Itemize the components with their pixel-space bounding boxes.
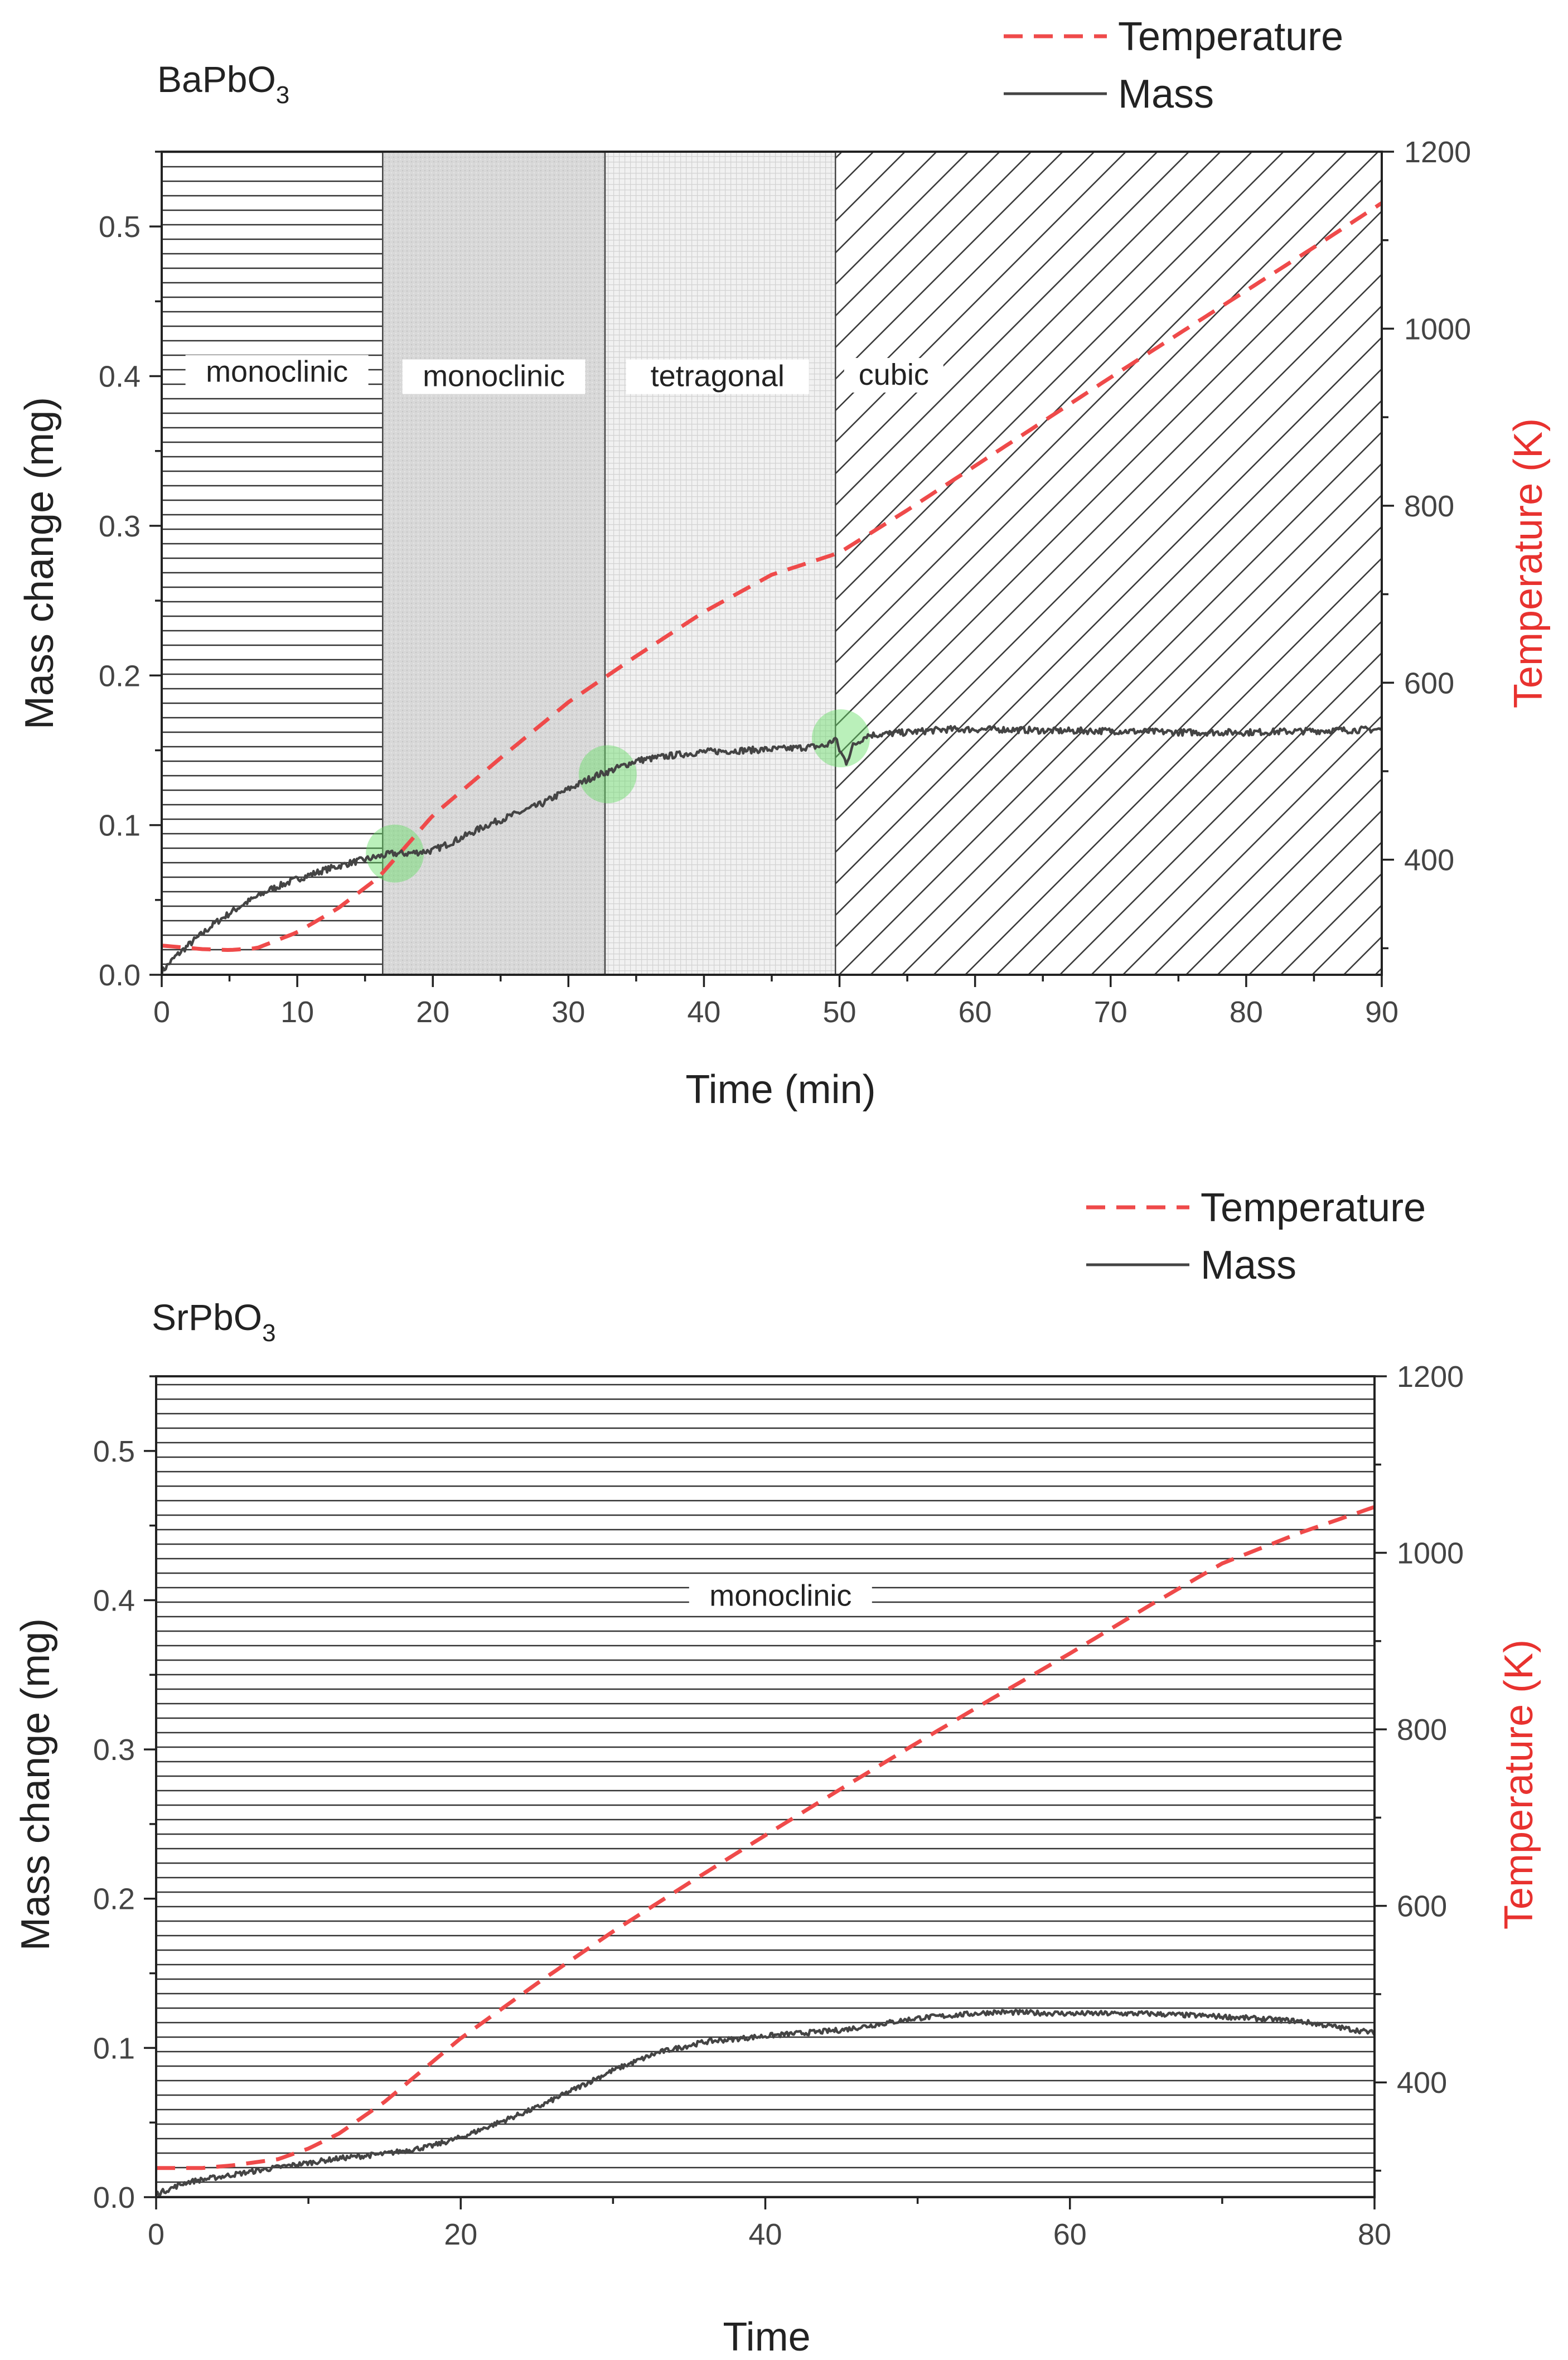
- x-tick-label: 60: [1053, 2218, 1087, 2251]
- y-tick-label: 0.1: [99, 809, 141, 843]
- y2-axis-title: Temperature (K): [1497, 1640, 1541, 1929]
- x-tick-label: 50: [823, 995, 856, 1029]
- y-tick-label: 0.0: [93, 2181, 135, 2214]
- phase-labels: monoclinic: [689, 1579, 872, 1614]
- phase-regions: [162, 152, 1382, 975]
- y-tick-label: 0.5: [99, 210, 141, 244]
- y-tick-label: 0.5: [93, 1435, 135, 1468]
- phase-label-monoclinic: monoclinic: [423, 360, 565, 393]
- x-axis-title: Time (min): [685, 1067, 875, 1112]
- y2-tick-label: 1200: [1404, 136, 1471, 169]
- srpbo3-panel: monoclinic 0 20 40 60 80 0.0 0.1 0.2 0.3 0.4 0.5 40…: [13, 1186, 1541, 2359]
- x-tick-label: 20: [416, 995, 449, 1029]
- phase-label-background: [689, 1579, 872, 1614]
- x-tick-label: 40: [748, 2218, 782, 2251]
- y-tick-label: 0.2: [99, 659, 141, 693]
- y-tick-label: 0.3: [93, 1733, 135, 1767]
- phase-label-monoclinic: monoclinic: [206, 355, 348, 389]
- phase-regions: [156, 1376, 1375, 2197]
- phase-label-background: [626, 359, 809, 394]
- y2-tick-label: 800: [1397, 1713, 1447, 1747]
- x-tick-label: 60: [959, 995, 992, 1029]
- plot-frame: [155, 1375, 1376, 2198]
- x-tick-label: 0: [148, 2218, 164, 2251]
- bapbo3-panel: monoclinic monoclinic tetragonal cubic 0 10 2…: [17, 14, 1551, 1112]
- temperature-series-line: [161, 201, 1383, 952]
- y2-axis-title: Temperature (K): [1506, 418, 1551, 708]
- phase-label-tetragonal: tetragonal: [651, 360, 785, 393]
- x-tick-label: 70: [1094, 995, 1127, 1029]
- x-tick-label: 0: [153, 995, 170, 1029]
- x-axis-title: Time: [723, 2315, 810, 2359]
- y2-tick-label: 800: [1404, 490, 1454, 523]
- y-tick-label: 0.4: [99, 360, 141, 394]
- y-tick-label: 0.1: [93, 2032, 135, 2065]
- phase-region-monoclinic: [162, 152, 383, 975]
- transition-marker: [811, 709, 870, 767]
- x-tick-label: 10: [280, 995, 314, 1029]
- plot-frame: [161, 151, 1383, 976]
- y2-tick-label: 600: [1404, 666, 1454, 700]
- x-tick-label: 40: [687, 995, 720, 1029]
- legend-mass-label: Mass: [1201, 1243, 1296, 1288]
- y-tick-label: 0.3: [99, 510, 141, 543]
- y2-tick-label: 400: [1404, 844, 1454, 877]
- phase-region-cubic: [835, 152, 1382, 975]
- y-axis-title: Mass change (mg): [13, 1618, 58, 1951]
- x-tick-label: 80: [1230, 995, 1263, 1029]
- y-axis-title: Mass change (mg): [17, 397, 62, 729]
- temperature-series-line: [156, 1505, 1376, 2170]
- legend-mass-label: Mass: [1118, 72, 1214, 117]
- y2-tick-label: 1000: [1404, 312, 1471, 346]
- phase-label-background: [185, 355, 369, 390]
- chart-title: SrPbO3: [152, 1297, 276, 1347]
- mass-series-line: [154, 2009, 1376, 2197]
- x-tick-label: 80: [1358, 2218, 1391, 2251]
- phase-labels: monoclinic monoclinic tetragonal cubic: [185, 355, 943, 394]
- y-tick-label: 0.4: [93, 1584, 135, 1617]
- legend-temperature-label: Temperature: [1201, 1186, 1426, 1230]
- tick-labels: 0 20 40 60 80 0.0 0.1 0.2 0.3 0.4 0.5 400 600 800 1000…: [93, 1360, 1464, 2251]
- phase-region-monoclinic: [156, 1376, 1375, 2197]
- chart-title: BaPbO3: [157, 59, 289, 109]
- phase-label-background: [402, 359, 585, 394]
- x-tick-label: 30: [551, 995, 585, 1029]
- phase-label-background: [844, 357, 943, 393]
- phase-region-monoclinic: [383, 152, 605, 975]
- legend-temperature-label: Temperature: [1118, 14, 1343, 59]
- y-tick-label: 0.2: [93, 1883, 135, 1916]
- y2-tick-label: 1000: [1397, 1537, 1464, 1570]
- phase-label-monoclinic: monoclinic: [709, 1579, 851, 1612]
- y2-tick-label: 600: [1397, 1890, 1447, 1923]
- y2-tick-label: 400: [1397, 2066, 1447, 2100]
- tick-labels: 0 10 20 30 40 50 60 70 80 90 0.0 0.1 0.2 0.3 0.4 0.5 400…: [99, 136, 1471, 1029]
- y-tick-label: 0.0: [99, 959, 141, 992]
- phase-region-tetragonal: [604, 152, 836, 975]
- mass-series-line: [160, 724, 1383, 975]
- x-tick-label: 20: [444, 2218, 477, 2251]
- phase-label-cubic: cubic: [859, 358, 929, 391]
- x-tick-label: 90: [1365, 995, 1398, 1029]
- y2-tick-label: 1200: [1397, 1360, 1464, 1394]
